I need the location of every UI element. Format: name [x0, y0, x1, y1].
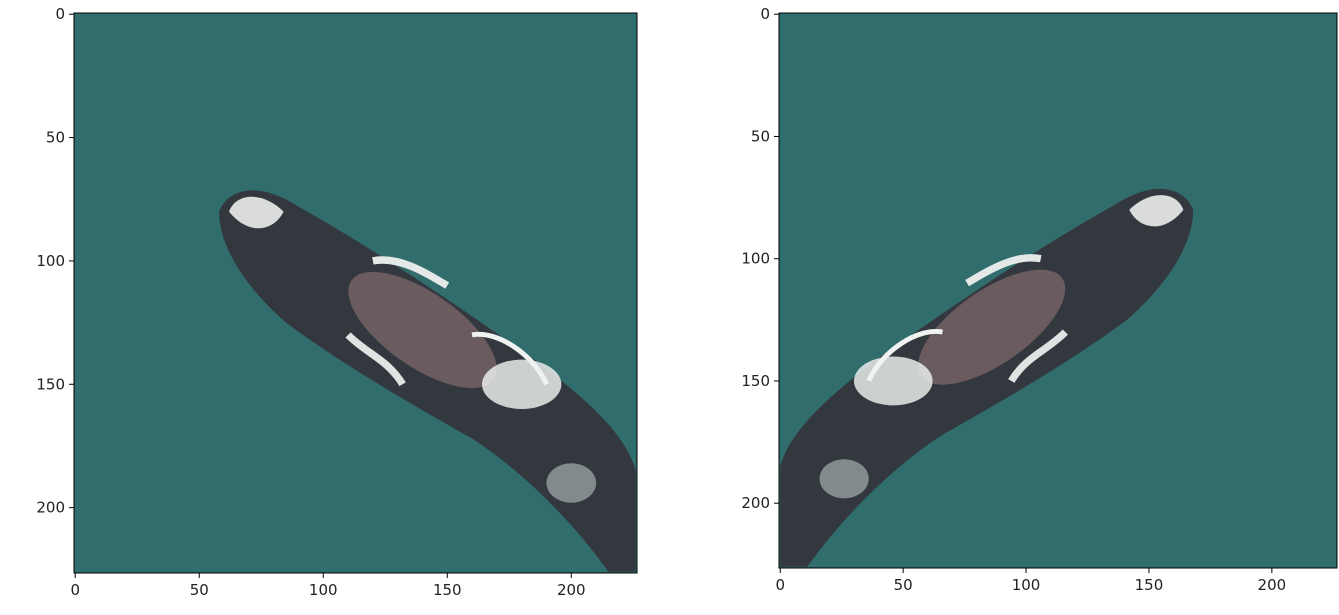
x-tick-label: 100: [309, 581, 338, 599]
y-tick-label: 150: [36, 375, 65, 393]
y-tick-label: 150: [741, 372, 770, 390]
y-tick-label: 0: [760, 5, 770, 23]
y-tick-label: 50: [46, 129, 65, 147]
x-tick-label: 50: [190, 581, 209, 599]
x-tick-label: 150: [433, 581, 462, 599]
x-tick-label: 0: [70, 581, 80, 599]
axes-frame: [73, 12, 638, 574]
y-tick-label: 100: [741, 250, 770, 268]
x-tick-label: 200: [557, 581, 586, 599]
x-tick-label: 100: [1012, 576, 1041, 594]
image: [74, 13, 637, 573]
image-content: [74, 13, 637, 573]
y-tick-label: 200: [36, 499, 65, 517]
x-tick-label: 150: [1135, 576, 1164, 594]
y-tick-label: 50: [751, 127, 770, 145]
axes-frame: [778, 12, 1338, 569]
x-tick-label: 200: [1258, 576, 1287, 594]
y-tick-label: 200: [741, 494, 770, 512]
image-content: [779, 13, 1337, 568]
y-tick-label: 0: [55, 5, 65, 23]
image: [779, 13, 1337, 568]
x-tick-label: 50: [894, 576, 913, 594]
x-tick-label: 0: [775, 576, 785, 594]
y-tick-label: 100: [36, 252, 65, 270]
